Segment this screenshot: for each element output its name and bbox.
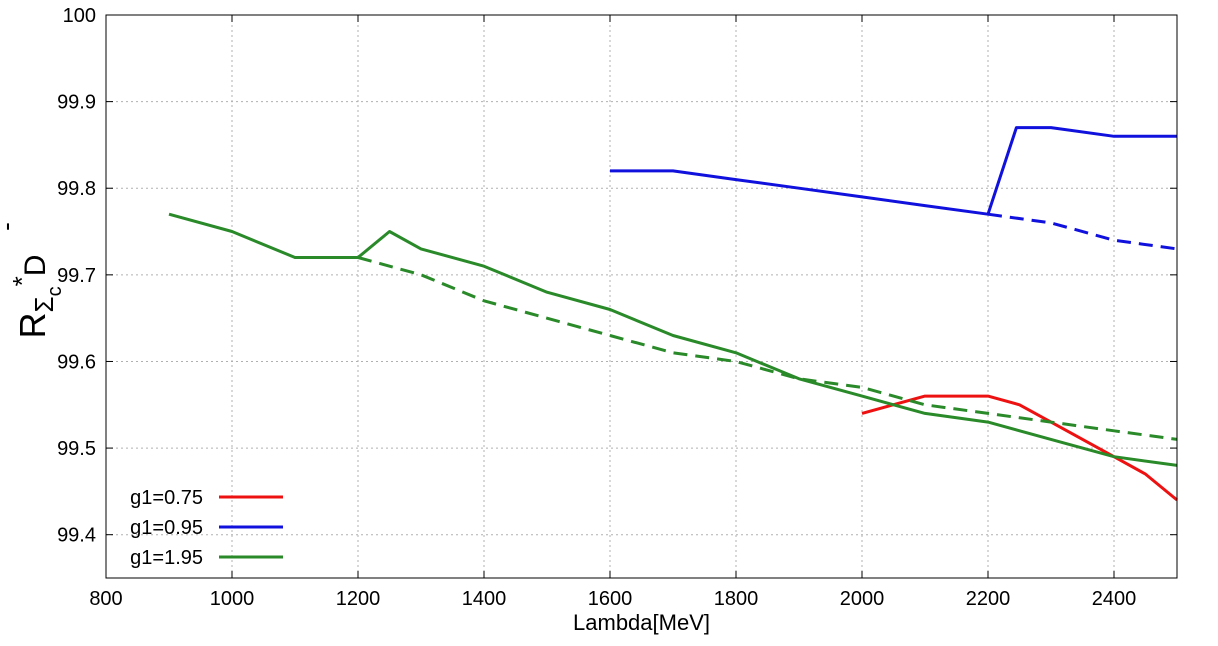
legend-label: g1=0.95 (130, 517, 203, 539)
legend-label: g1=1.95 (130, 547, 203, 569)
x-tick-label: 800 (89, 588, 122, 610)
y-tick-label: 100 (63, 5, 96, 27)
x-tick-label: 1200 (336, 588, 381, 610)
x-tick-label: 1000 (210, 588, 255, 610)
y-axis-label-sub1: Σ (29, 296, 59, 312)
y-tick-label: 99.9 (57, 92, 96, 114)
y-axis-label-tail: D (19, 255, 52, 277)
series-line-1 (610, 126, 1177, 216)
x-tick-label: 1400 (462, 588, 507, 610)
y-tick-label: 99.5 (57, 438, 96, 460)
y-axis-label-base: R (12, 312, 53, 338)
axis-ticks (105, 14, 1177, 578)
series-line-dashed-4 (357, 256, 1178, 441)
tick-labels: 800 1000 1200 1400 1600 1800 2000 2200 2400 99.4 9… (57, 5, 1136, 610)
y-tick-label: 99.7 (57, 265, 96, 287)
y-tick-label: 99.6 (57, 351, 96, 373)
x-tick-label: 2000 (840, 588, 885, 610)
y-tick-label: 99.8 (57, 178, 96, 200)
x-tick-label: 1600 (588, 588, 633, 610)
series-line-0 (861, 394, 1178, 502)
y-tick-label: 99.4 (57, 525, 96, 547)
y-axis-label-bar: - (0, 222, 21, 231)
x-tick-label: 2400 (1092, 588, 1137, 610)
x-tick-label: 1800 (714, 588, 759, 610)
grid (106, 15, 1177, 578)
y-axis-label-sub2: c (44, 286, 66, 296)
series-line-dashed-2 (987, 212, 1178, 251)
legend: g1=0.75 g1=0.95 g1=1.95 (130, 487, 283, 569)
y-axis-label: RΣc *D (7, 255, 66, 339)
series-lines (168, 126, 1178, 502)
y-axis-label-sup: * (7, 276, 37, 286)
x-tick-label: 2200 (966, 588, 1011, 610)
plot-frame (105, 14, 1178, 579)
series-line-3 (168, 212, 1178, 467)
legend-label: g1=0.75 (130, 487, 203, 509)
x-axis-label: Lambda[MeV] (573, 610, 710, 635)
